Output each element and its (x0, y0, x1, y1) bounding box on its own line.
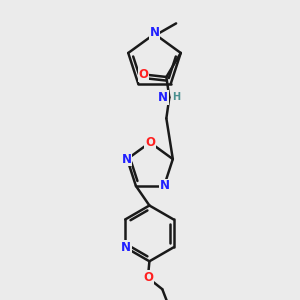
Text: N: N (149, 26, 160, 40)
Text: N: N (160, 179, 170, 192)
Text: O: O (139, 68, 148, 81)
Text: N: N (121, 241, 131, 254)
Text: N: N (122, 153, 132, 166)
Text: H: H (172, 92, 180, 102)
Text: N: N (158, 91, 168, 104)
Text: O: O (145, 136, 155, 149)
Text: O: O (143, 271, 153, 284)
